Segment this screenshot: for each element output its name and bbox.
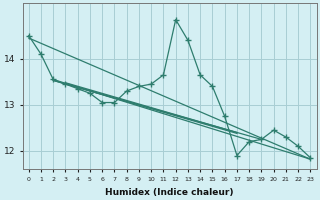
X-axis label: Humidex (Indice chaleur): Humidex (Indice chaleur) <box>105 188 234 197</box>
